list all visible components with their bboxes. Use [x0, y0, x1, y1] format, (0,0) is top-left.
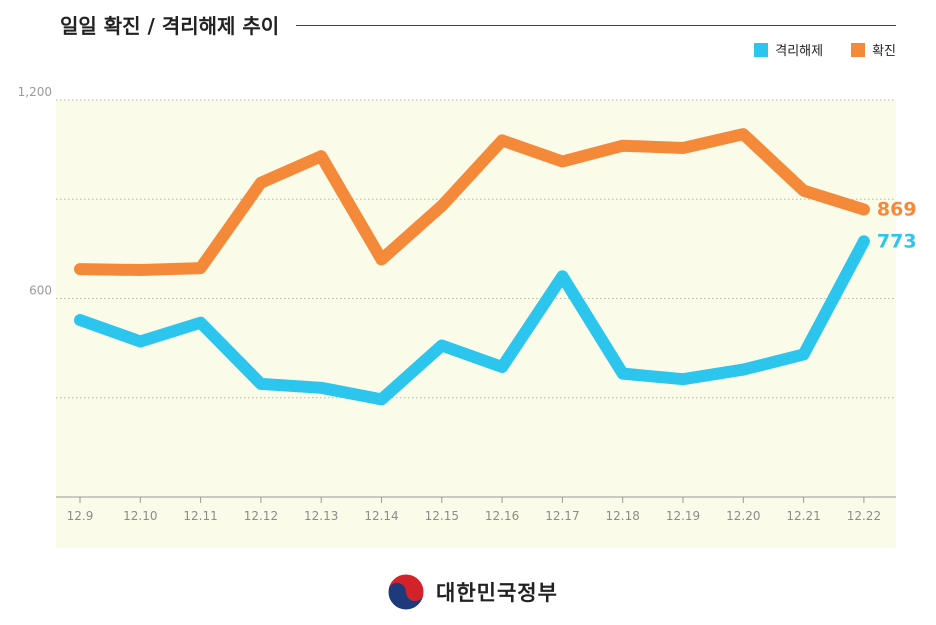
legend-label-confirmed: 확진 [872, 44, 896, 59]
data-point-0-1 [139, 341, 141, 343]
x-tick-label-6: 12.15 [425, 509, 459, 523]
gov-logo: 대한민국정부 [386, 572, 558, 612]
y-tick-label-4: 1,200 [18, 85, 52, 99]
x-tick-label-11: 12.20 [726, 509, 760, 523]
data-point-1-8 [561, 161, 563, 163]
data-point-1-3 [260, 182, 262, 184]
data-point-0-9 [622, 373, 624, 375]
data-point-0-13 [863, 240, 865, 242]
data-point-1-1 [139, 269, 141, 271]
data-point-1-4 [320, 155, 322, 157]
data-point-1-9 [622, 145, 624, 147]
data-point-0-11 [742, 369, 744, 371]
data-point-1-12 [803, 190, 805, 192]
data-point-1-7 [501, 139, 503, 141]
legend-swatch-confirmed [851, 42, 866, 57]
gov-name: 대한민국정부 [436, 581, 558, 605]
x-tick-label-8: 12.17 [545, 509, 579, 523]
data-point-1-5 [381, 258, 383, 260]
data-point-1-13 [863, 209, 865, 211]
x-tick-label-12: 12.21 [786, 509, 820, 523]
x-tick-label-2: 12.11 [183, 509, 217, 523]
end-value-label-0: 773 [877, 230, 917, 252]
legend-label-release: 격리해제 [775, 44, 824, 59]
taegeuk-emblem-icon [387, 573, 425, 611]
y-tick-label-2: 600 [29, 284, 52, 298]
data-point-0-4 [320, 387, 322, 389]
data-point-0-3 [260, 383, 262, 385]
data-point-1-11 [742, 133, 744, 135]
series-line-0 [74, 235, 870, 406]
title-row: 일일 확진 / 격리해제 추이 [60, 10, 896, 40]
data-point-1-6 [441, 205, 443, 207]
data-point-0-0 [79, 319, 81, 321]
x-tick-label-10: 12.19 [666, 509, 700, 523]
data-point-0-2 [200, 322, 202, 324]
x-tick-label-5: 12.14 [364, 509, 398, 523]
legend: 격리해제 확진 [754, 40, 896, 59]
data-point-0-7 [501, 366, 503, 368]
data-point-0-5 [381, 398, 383, 400]
data-point-0-10 [682, 378, 684, 380]
x-tick-label-3: 12.12 [244, 509, 278, 523]
x-tick-label-9: 12.18 [606, 509, 640, 523]
data-point-0-8 [561, 275, 563, 277]
data-point-1-2 [200, 267, 202, 269]
legend-item-release: 격리해제 [754, 40, 823, 59]
x-tick-label-13: 12.22 [847, 509, 881, 523]
x-tick-label-4: 12.13 [304, 509, 338, 523]
x-tick-label-1: 12.10 [123, 509, 157, 523]
legend-swatch-release [754, 42, 769, 57]
data-point-0-6 [441, 344, 443, 346]
data-point-0-12 [803, 353, 805, 355]
x-tick-label-0: 12.9 [67, 509, 94, 523]
chart-title: 일일 확진 / 격리해제 추이 [60, 14, 280, 38]
x-tick-label-7: 12.16 [485, 509, 519, 523]
data-point-1-0 [79, 268, 81, 270]
title-divider [296, 25, 896, 26]
legend-item-confirmed: 확진 [851, 40, 896, 59]
data-point-1-10 [682, 147, 684, 149]
end-value-label-1: 869 [877, 199, 917, 221]
series-line-1 [74, 128, 870, 276]
